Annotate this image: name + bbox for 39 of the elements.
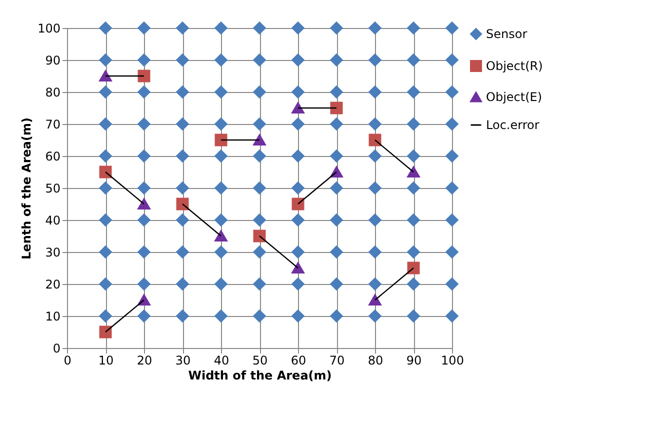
point	[368, 294, 382, 306]
x-tick-label: 80	[368, 354, 384, 368]
legend-label: Object(E)	[486, 90, 542, 104]
y-tick-label: 100	[38, 22, 60, 36]
point	[253, 134, 266, 146]
y-tick-label: 20	[45, 278, 60, 292]
y-tick-label: 0	[52, 342, 60, 356]
point	[138, 198, 150, 210]
x-tick-label: 90	[406, 354, 422, 368]
y-tick-label: 90	[45, 54, 60, 68]
y-axis-title: Lenth of the Area(m)	[20, 118, 34, 260]
point	[138, 70, 150, 82]
x-tick-label: 20	[136, 354, 152, 368]
x-tick-label: 10	[98, 354, 114, 368]
legend-label: Object(R)	[486, 59, 543, 73]
point	[407, 166, 420, 178]
x-tick-label: 50	[252, 354, 268, 368]
x-tick-label: 100	[441, 354, 464, 368]
x-tick-label: 40	[214, 354, 230, 368]
y-tick-label: 40	[45, 214, 60, 228]
x-tick-label: 60	[290, 354, 306, 368]
legend-label: Loc.error	[486, 118, 540, 132]
legend-label: Sensor	[486, 27, 528, 41]
point	[292, 102, 304, 114]
y-tick-label: 10	[45, 310, 60, 324]
point	[99, 70, 112, 82]
y-tick-label: 60	[45, 150, 60, 164]
x-tick-label: 0	[64, 354, 72, 368]
point	[214, 134, 228, 146]
x-axis-title: Width of the Area(m)	[188, 368, 332, 382]
x-tick-label: 30	[175, 354, 191, 368]
y-tick-label: 70	[45, 118, 60, 132]
y-tick-label: 30	[45, 246, 60, 260]
y-tick-label: 80	[45, 86, 60, 100]
point	[330, 102, 343, 114]
point	[292, 262, 304, 274]
y-tick-label: 50	[45, 182, 60, 196]
x-tick-label: 70	[329, 354, 345, 368]
point	[214, 230, 228, 242]
